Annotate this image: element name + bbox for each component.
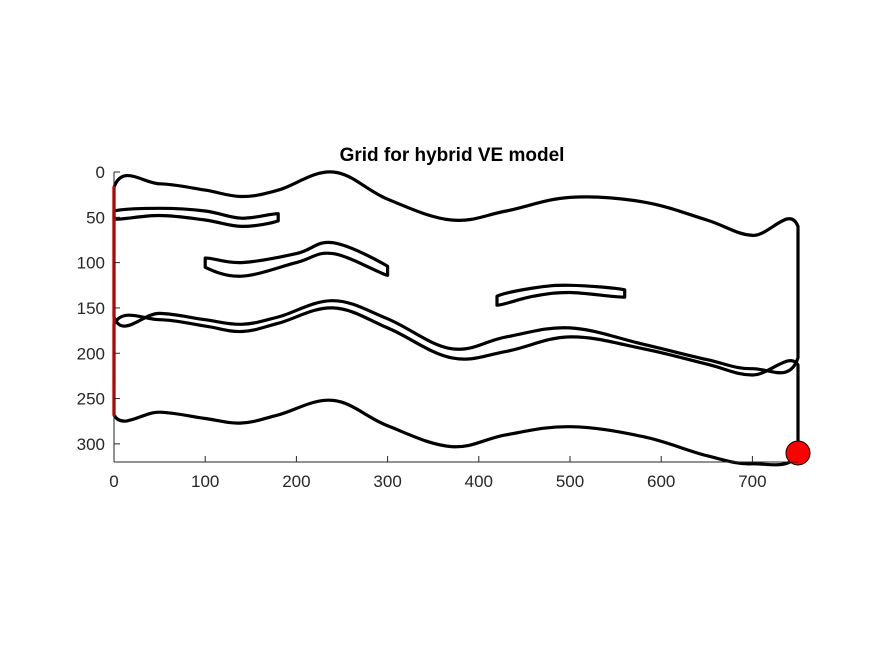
chart-title: Grid for hybrid VE model bbox=[340, 145, 565, 166]
x-tick-label: 300 bbox=[373, 472, 401, 491]
formation-outline-5 bbox=[495, 283, 627, 307]
formation-outline-1 bbox=[112, 170, 800, 375]
x-tick-label: 600 bbox=[647, 472, 675, 491]
y-tick-label: 100 bbox=[77, 254, 105, 273]
y-tick-label: 300 bbox=[77, 435, 105, 454]
axes: 0 100 200 300 400 500 600 700 0 50 100 150 200 250 300 bbox=[77, 163, 798, 491]
y-tick-label: 250 bbox=[77, 390, 105, 409]
formation-outline-4 bbox=[203, 240, 390, 278]
y-tick-label: 200 bbox=[77, 344, 105, 363]
x-tick-label: 100 bbox=[191, 472, 219, 491]
well-marker bbox=[785, 440, 811, 466]
x-tick-label: 200 bbox=[282, 472, 310, 491]
x-tick-label: 700 bbox=[738, 472, 766, 491]
y-tick-label: 150 bbox=[77, 299, 105, 318]
x-tick-label: 0 bbox=[109, 472, 118, 491]
formation-outline-2 bbox=[112, 306, 800, 467]
x-tick-label: 500 bbox=[556, 472, 584, 491]
x-tick-label: 400 bbox=[465, 472, 493, 491]
formation-outline-3 bbox=[112, 206, 280, 229]
y-tick-label: 50 bbox=[86, 208, 105, 227]
y-tick-label: 0 bbox=[96, 163, 105, 182]
